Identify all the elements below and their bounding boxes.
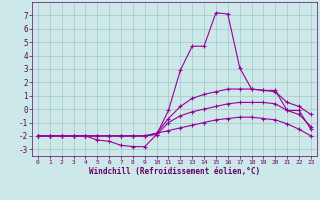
X-axis label: Windchill (Refroidissement éolien,°C): Windchill (Refroidissement éolien,°C) xyxy=(89,167,260,176)
